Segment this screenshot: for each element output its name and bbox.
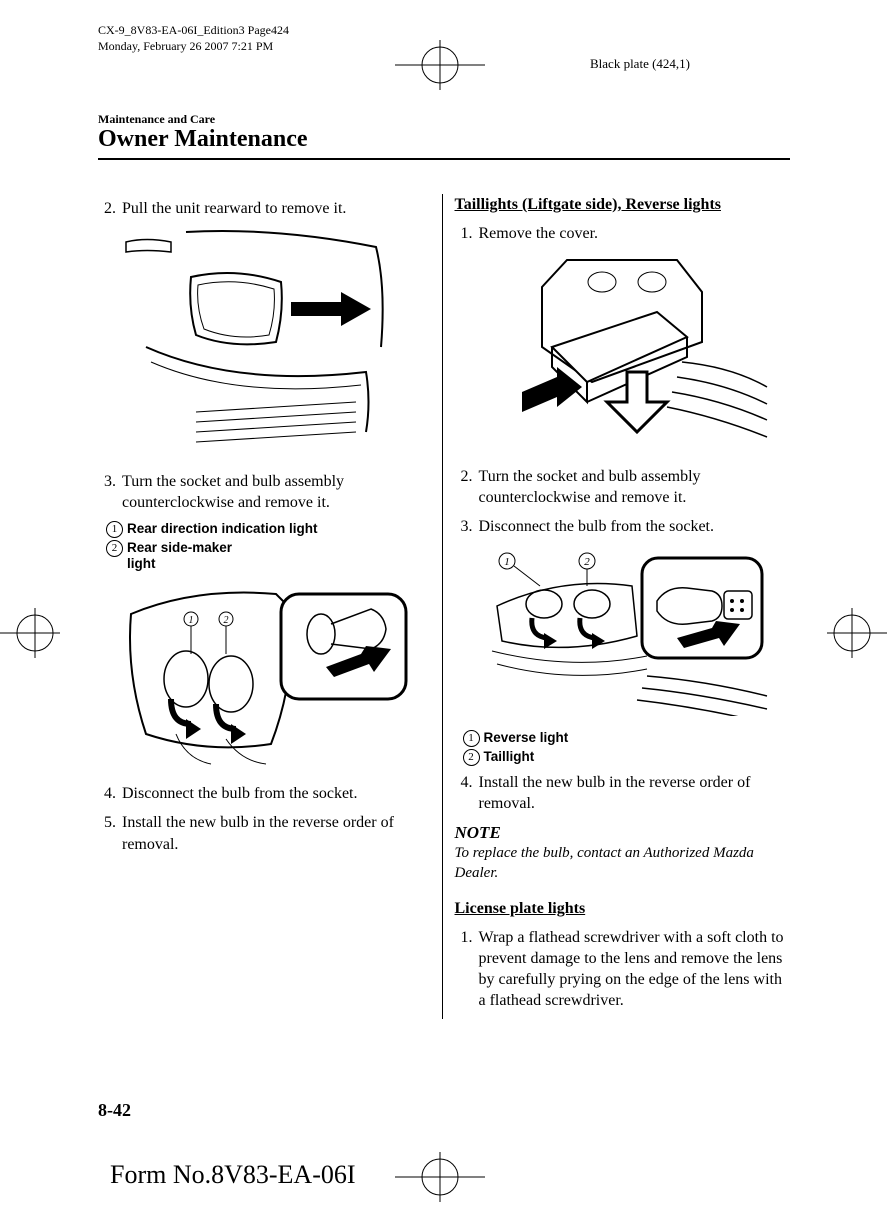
doc-id-line1: CX-9_8V83-EA-06I_Edition3 Page424 bbox=[98, 22, 289, 38]
left-step-2: 2. Pull the unit rearward to remove it. bbox=[98, 198, 434, 219]
title-rule bbox=[98, 158, 790, 160]
callout-rear-direction: 1 Rear direction indication light bbox=[106, 521, 434, 538]
page-title: Owner Maintenance bbox=[98, 126, 308, 153]
form-number: Form No.8V83-EA-06I bbox=[110, 1160, 356, 1190]
crop-mark-top bbox=[395, 40, 485, 95]
crop-mark-bottom bbox=[395, 1152, 485, 1207]
heading-license-plate: License plate lights bbox=[455, 898, 791, 919]
left-step-5: 5. Install the new bulb in the reverse o… bbox=[98, 812, 434, 854]
left-step-4: 4. Disconnect the bulb from the socket. bbox=[98, 783, 434, 804]
callout-rear-side-marker: 2 Rear side-maker light bbox=[106, 540, 434, 571]
header-meta: CX-9_8V83-EA-06I_Edition3 Page424 Monday… bbox=[98, 22, 289, 54]
figure-socket-assembly-right: 1 2 bbox=[455, 546, 791, 716]
section-label: Maintenance and Care bbox=[98, 112, 215, 127]
figure-cover-removal bbox=[455, 252, 791, 452]
right-column: Taillights (Liftgate side), Reverse ligh… bbox=[442, 194, 791, 1019]
right-step-3: 3. Disconnect the bulb from the socket. bbox=[455, 516, 791, 537]
page-number: 8-42 bbox=[98, 1100, 131, 1121]
content-columns: 2. Pull the unit rearward to remove it. … bbox=[98, 194, 790, 1019]
left-callouts: 1 Rear direction indication light 2 Rear… bbox=[106, 521, 434, 571]
callout-taillight: 2 Taillight bbox=[463, 749, 791, 766]
doc-id-line2: Monday, February 26 2007 7:21 PM bbox=[98, 38, 289, 54]
callout-reverse-light: 1 Reverse light bbox=[463, 730, 791, 747]
svg-text:2: 2 bbox=[223, 615, 228, 626]
svg-text:1: 1 bbox=[505, 556, 511, 568]
license-step-1: 1. Wrap a flathead screwdriver with a so… bbox=[455, 927, 791, 1011]
right-step-2: 2. Turn the socket and bulb assembly cou… bbox=[455, 466, 791, 508]
crop-mark-left bbox=[0, 608, 60, 663]
left-step-3: 3. Turn the socket and bulb assembly cou… bbox=[98, 471, 434, 513]
svg-text:2: 2 bbox=[585, 556, 591, 568]
note-body: To replace the bulb, contact an Authoriz… bbox=[455, 844, 791, 884]
heading-taillights: Taillights (Liftgate side), Reverse ligh… bbox=[455, 194, 791, 215]
right-callouts: 1 Reverse light 2 Taillight bbox=[463, 730, 791, 766]
crop-mark-right bbox=[827, 608, 887, 663]
right-step-1: 1. Remove the cover. bbox=[455, 223, 791, 244]
svg-text:1: 1 bbox=[188, 615, 193, 626]
plate-label: Black plate (424,1) bbox=[590, 56, 690, 72]
figure-socket-assembly-left: 1 2 bbox=[98, 579, 434, 769]
left-column: 2. Pull the unit rearward to remove it. … bbox=[98, 194, 442, 1019]
note-heading: NOTE bbox=[455, 822, 791, 844]
figure-rear-unit-removal bbox=[98, 227, 434, 457]
right-step-4: 4. Install the new bulb in the reverse o… bbox=[455, 772, 791, 814]
